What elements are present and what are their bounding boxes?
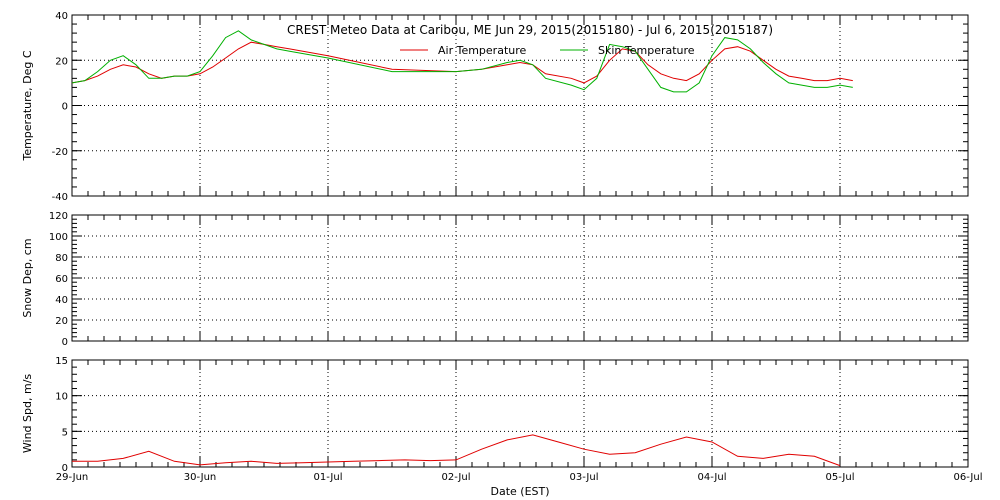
y-tick-label: 5 xyxy=(62,427,68,438)
legend: Air Temperature Skin Temperature xyxy=(400,44,695,57)
y-tick-label: 10 xyxy=(55,392,68,403)
y-tick-label: 100 xyxy=(49,232,68,243)
chart-title: CREST Meteo Data at Caribou, ME Jun 29, … xyxy=(287,23,773,37)
y-tick-label: 80 xyxy=(55,253,68,264)
y-tick-label: 0 xyxy=(62,102,68,113)
series-line-wind xyxy=(72,434,841,467)
panel-snow: 0 20 40 60 80 100 120 Snow Dep, cm xyxy=(21,211,969,348)
y-tick-label: 60 xyxy=(55,274,68,285)
y-axis-title: Wind Spd, m/s xyxy=(21,374,34,454)
x-tick-label: 29-Jun xyxy=(56,472,89,483)
legend-label: Skin Temperature xyxy=(598,44,695,57)
legend-label: Air Temperature xyxy=(438,44,527,57)
y-tick-label: 0 xyxy=(62,463,68,474)
x-tick-label: 01-Jul xyxy=(314,472,343,483)
x-axis-title: Date (EST) xyxy=(490,485,549,498)
x-tick-label: 30-Jun xyxy=(184,472,217,483)
x-tick-label: 05-Jul xyxy=(826,472,855,483)
y-tick-label: 15 xyxy=(55,356,68,367)
y-tick-label: -20 xyxy=(52,147,68,158)
x-tick-label: 03-Jul xyxy=(570,472,599,483)
y-tick-label: -40 xyxy=(52,192,68,203)
y-tick-label: 20 xyxy=(55,316,68,327)
y-tick-label: 40 xyxy=(55,295,68,306)
y-tick-label: 40 xyxy=(55,11,68,22)
panel-temperature: -40 -20 0 20 40 Temperature, Deg C Air Tempera… xyxy=(21,11,969,203)
y-axis-title: Temperature, Deg C xyxy=(21,50,34,161)
y-tick-label: 20 xyxy=(55,56,68,67)
y-tick-label: 0 xyxy=(62,337,68,348)
series-line-skin-temperature xyxy=(71,30,853,93)
x-tick-label: 04-Jul xyxy=(698,472,727,483)
x-tick-label: 06-Jul xyxy=(954,472,983,483)
panel-wind: 0 5 10 15 Wind Spd, m/s xyxy=(21,356,969,474)
y-axis-title: Snow Dep, cm xyxy=(21,238,34,317)
panel-frame xyxy=(71,359,969,468)
y-tick-label: 120 xyxy=(49,211,68,222)
x-tick-label: 02-Jul xyxy=(442,472,471,483)
